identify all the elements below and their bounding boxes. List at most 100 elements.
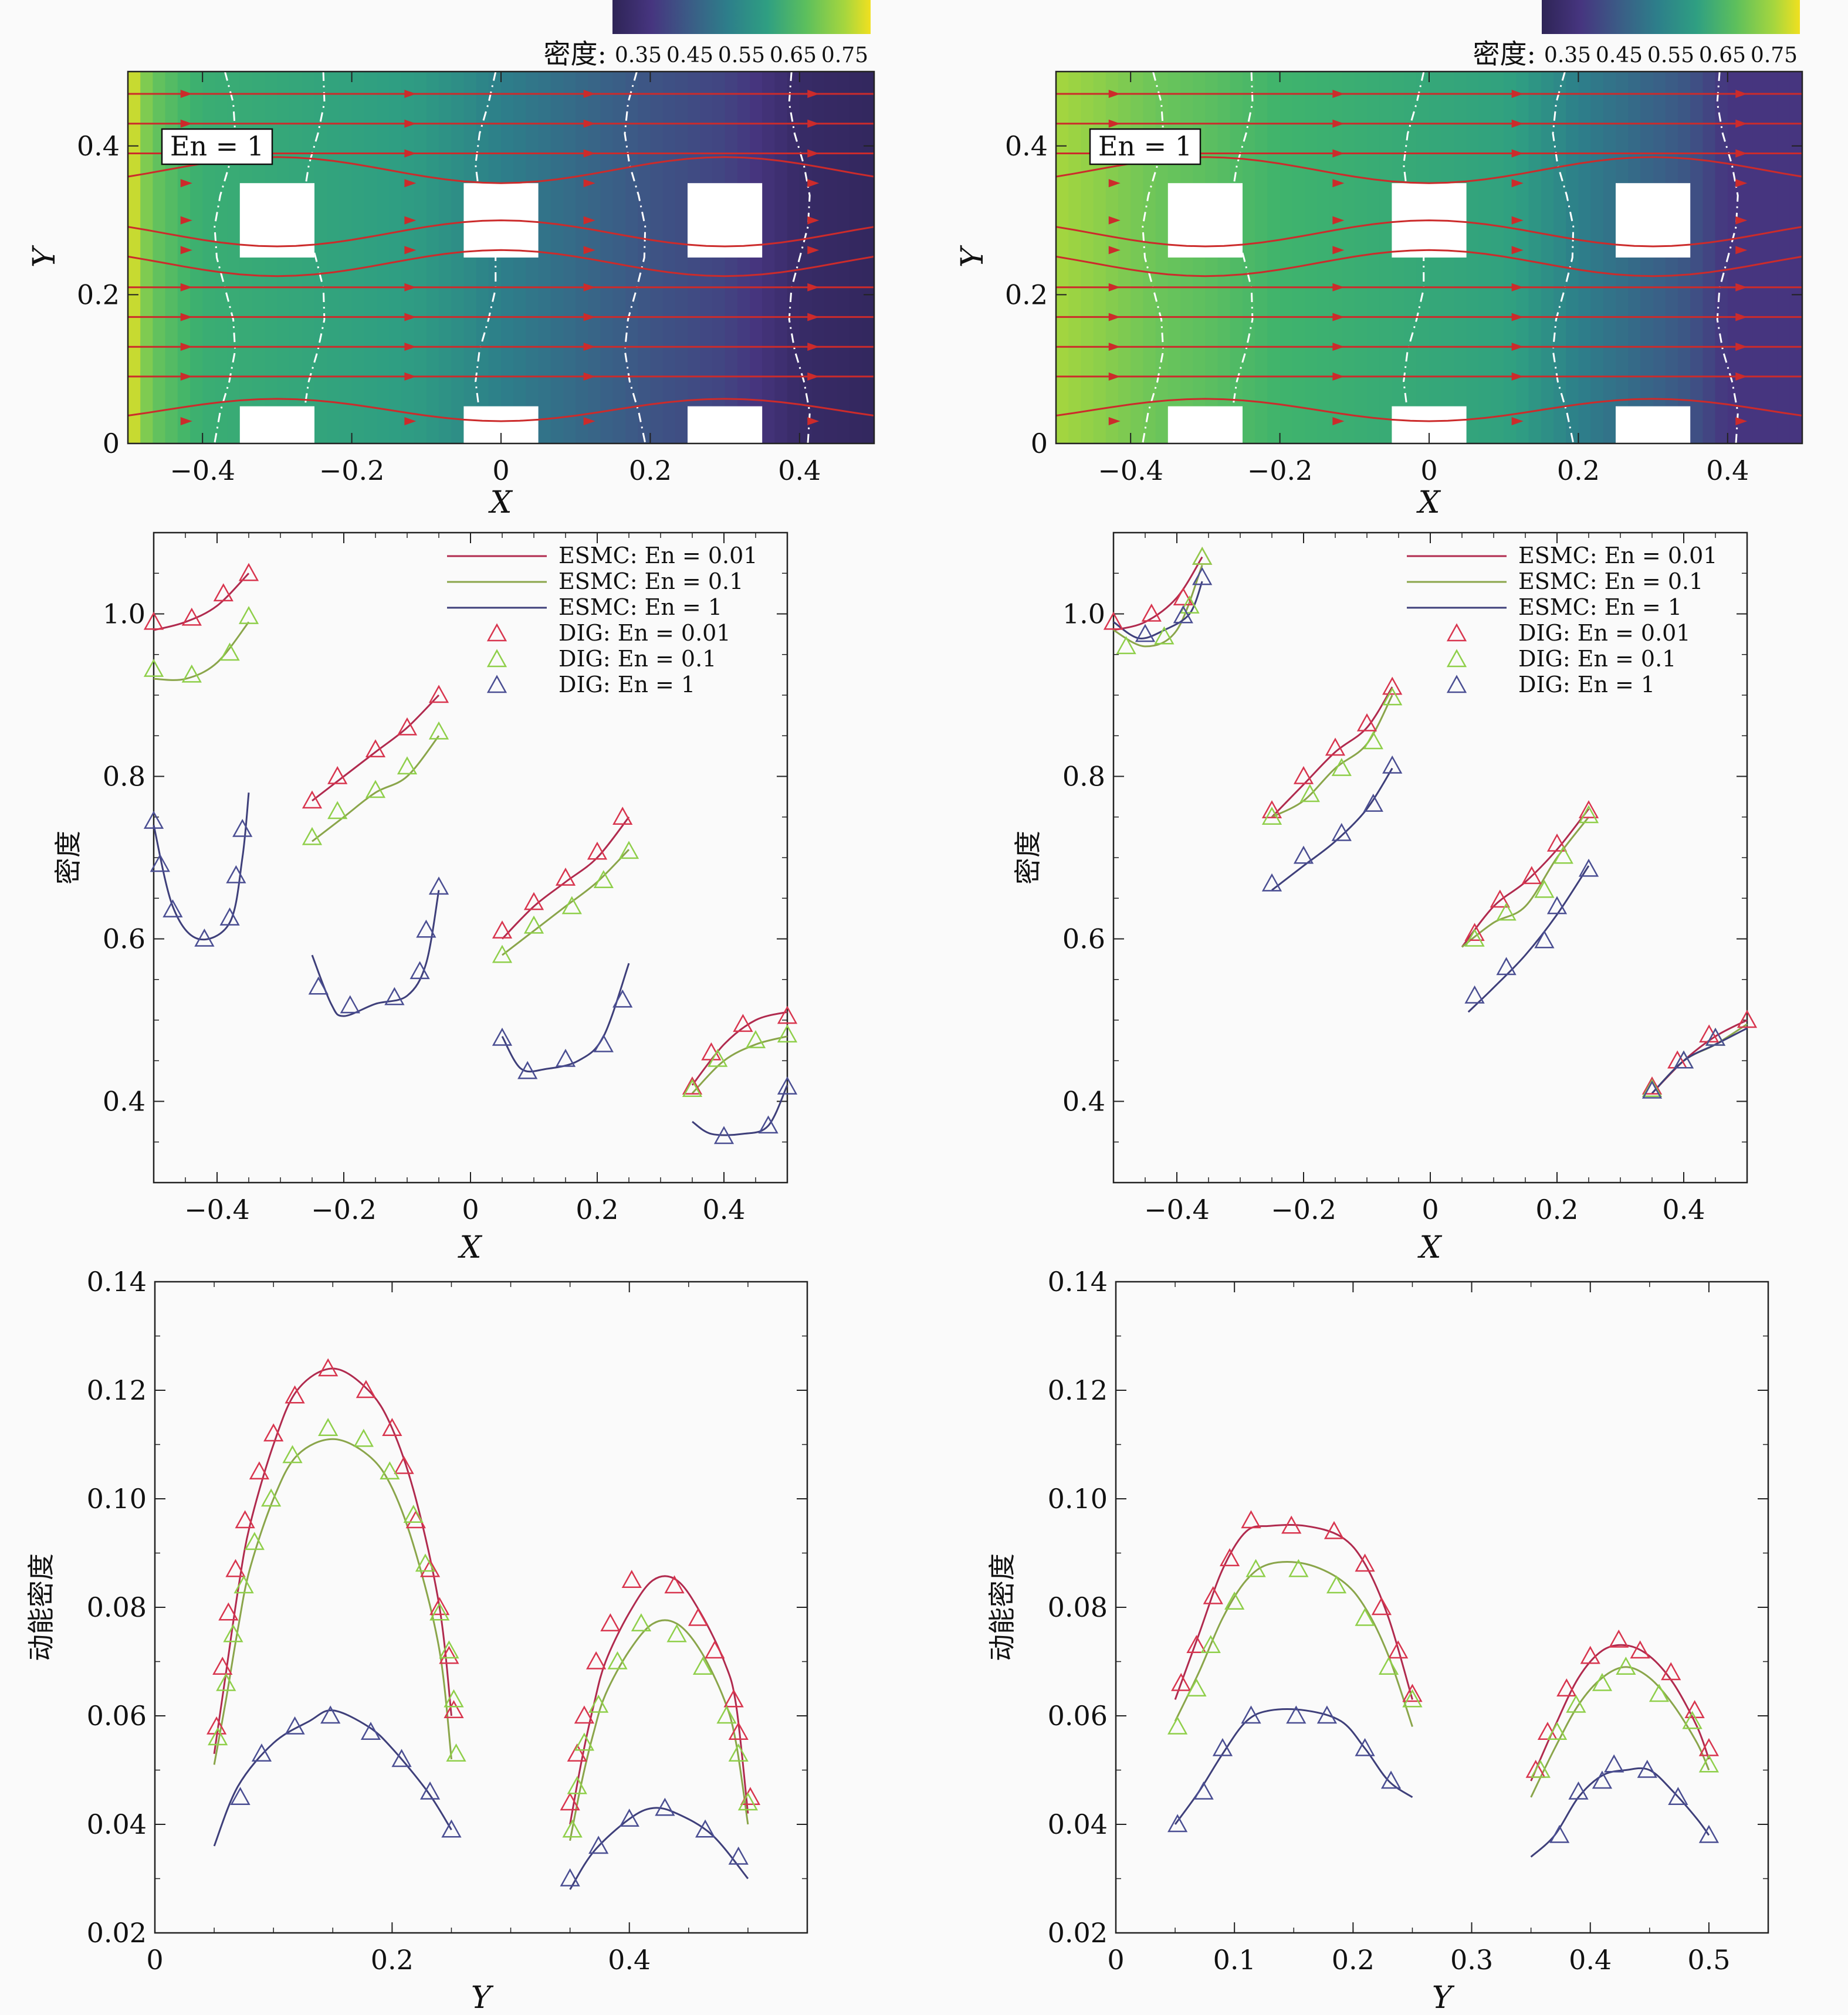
- field-right-density-band: [1081, 72, 1094, 443]
- energy-left-marker-2: [574, 1732, 595, 1751]
- density-left-marker-1: [397, 717, 418, 736]
- energy-left-marker-1: [705, 1640, 725, 1659]
- energy-right-marker-3: [1212, 1738, 1233, 1756]
- field-left-density-band: [339, 72, 353, 443]
- energy-left-marker-2: [631, 1613, 652, 1631]
- field-left-x-tick-label: −0.2: [319, 455, 385, 486]
- energy-right-x-tick-label: 0: [1107, 1944, 1124, 1976]
- density-right-plot-area: [1113, 533, 1747, 1183]
- density-left-marker-3: [143, 811, 164, 829]
- field-left-streamline-arrow: [404, 416, 417, 425]
- field-right-density-band: [1603, 72, 1616, 443]
- density-left-marker-2: [745, 1030, 766, 1048]
- field-right-en-annotation-box: [1089, 128, 1201, 165]
- energy-left-marker-2: [567, 1776, 587, 1794]
- density-right-marker-2: [1553, 845, 1573, 864]
- energy-right-marker-2: [1355, 1607, 1375, 1626]
- energy-left-marker-3: [588, 1835, 609, 1854]
- energy-left-marker-2: [380, 1461, 400, 1479]
- field-right-streamline-arrow: [1108, 313, 1121, 321]
- density-right-marker-3: [1705, 1027, 1726, 1046]
- field-right-streamline-arrow: [1735, 179, 1748, 188]
- field-right-streamline-arrow: [1108, 283, 1121, 292]
- field-left-colorbar-title: 密度:: [544, 38, 607, 70]
- density-left-marker-3: [492, 1027, 513, 1046]
- energy-right-plot-area: [1116, 1282, 1768, 1933]
- field-left-obstacle: [239, 406, 314, 443]
- field-right-y-tick-label: 0.2: [1005, 279, 1048, 310]
- density-right-marker-2: [1578, 805, 1599, 824]
- energy-right-marker-2: [1245, 1559, 1266, 1577]
- energy-right-marker-2: [1378, 1657, 1399, 1675]
- field-right-y-tick-label: 0: [1031, 428, 1048, 459]
- energy-right-marker-2: [1224, 1591, 1245, 1610]
- energy-left-marker-1: [600, 1613, 621, 1631]
- energy-right-marker-3: [1380, 1770, 1402, 1789]
- density-right-marker-2: [1299, 784, 1320, 802]
- energy-left-x-tick-label: 0.2: [371, 1944, 414, 1976]
- energy-right-marker-2: [1592, 1672, 1613, 1691]
- field-left-density-band: [451, 72, 465, 443]
- density-right-marker-1: [1641, 1076, 1663, 1095]
- energy-right-marker-1: [1388, 1640, 1409, 1659]
- field-right-x-tick-label: −0.2: [1247, 455, 1313, 486]
- energy-right-marker-3: [1167, 1814, 1188, 1833]
- field-left-density-band: [177, 72, 191, 443]
- field-right-density-band: [1367, 72, 1380, 443]
- energy-left-marker-1: [688, 1607, 709, 1626]
- density-left-marker-2: [397, 756, 418, 775]
- field-right-density-band: [1255, 72, 1268, 443]
- field-right-density-band: [1528, 72, 1542, 443]
- field-left-streamline-arrow: [583, 179, 595, 188]
- energy-right-y-tick-label: 0.04: [1048, 1809, 1108, 1840]
- density-right-marker-2: [1261, 807, 1282, 825]
- energy-left-marker-2: [261, 1488, 282, 1507]
- density-left-series-line-3: [311, 890, 440, 1017]
- field-right-density-band: [1305, 72, 1318, 443]
- field-right-density-band: [1243, 72, 1256, 443]
- field-right-streamline-arrow: [1735, 343, 1748, 351]
- density-left-marker-3: [219, 907, 240, 926]
- field-right-streamline-arrow: [1735, 313, 1748, 321]
- density-right-legend-label: DIG: En = 0.1: [1518, 646, 1676, 672]
- field-right-streamline-arrow: [1108, 179, 1121, 188]
- field-left-density-band: [327, 72, 340, 443]
- field-right-density-band: [1715, 72, 1728, 443]
- energy-left-series-line-2: [213, 1438, 452, 1765]
- density-left-legend-marker-3: [486, 675, 507, 693]
- energy-right-marker-2: [1200, 1635, 1221, 1653]
- energy-left-marker-3: [441, 1819, 462, 1838]
- density-right-marker-1: [1103, 611, 1124, 630]
- density-left-x-tick-label: 0.4: [702, 1194, 745, 1225]
- density-right-marker-1: [1325, 737, 1346, 756]
- density-left-series-line-1: [153, 573, 250, 631]
- density-left-marker-1: [302, 790, 323, 809]
- energy-left-marker-1: [212, 1657, 233, 1675]
- field-left-streamline-arrow: [404, 179, 417, 188]
- density-left-series-line-3: [501, 963, 630, 1073]
- energy-right-marker-1: [1219, 1548, 1240, 1566]
- energy-right-marker-1: [1281, 1515, 1302, 1534]
- energy-right-y-axis-label: 动能密度: [986, 1553, 1018, 1661]
- energy-right-x-tick-label: 0.5: [1687, 1944, 1730, 1976]
- energy-left-y-tick-label: 0.14: [87, 1266, 147, 1298]
- density-left-legend-label: DIG: En = 0.1: [559, 646, 716, 672]
- field-right-y-tick-label: 0.4: [1005, 130, 1048, 162]
- field-left-streamline: [127, 398, 875, 422]
- density-right-marker-3: [1331, 822, 1352, 841]
- density-right-marker-1: [1261, 800, 1282, 818]
- density-right-marker-3: [1496, 957, 1517, 976]
- energy-right-marker-2: [1649, 1684, 1670, 1702]
- density-left-marker-3: [150, 854, 170, 872]
- field-right-density-band: [1280, 72, 1293, 443]
- density-left-x-tick-label: 0.2: [576, 1194, 618, 1225]
- density-left-marker-3: [517, 1061, 538, 1079]
- density-left-legend-marker-1: [486, 623, 507, 642]
- energy-left-marker-3: [320, 1705, 341, 1724]
- field-left-streamline-arrow: [807, 90, 820, 99]
- density-left-marker-2: [561, 896, 582, 915]
- energy-left-marker-3: [695, 1819, 716, 1838]
- field-left-colorbar-label: 0.75: [821, 43, 868, 67]
- density-right-marker-2: [1496, 902, 1517, 921]
